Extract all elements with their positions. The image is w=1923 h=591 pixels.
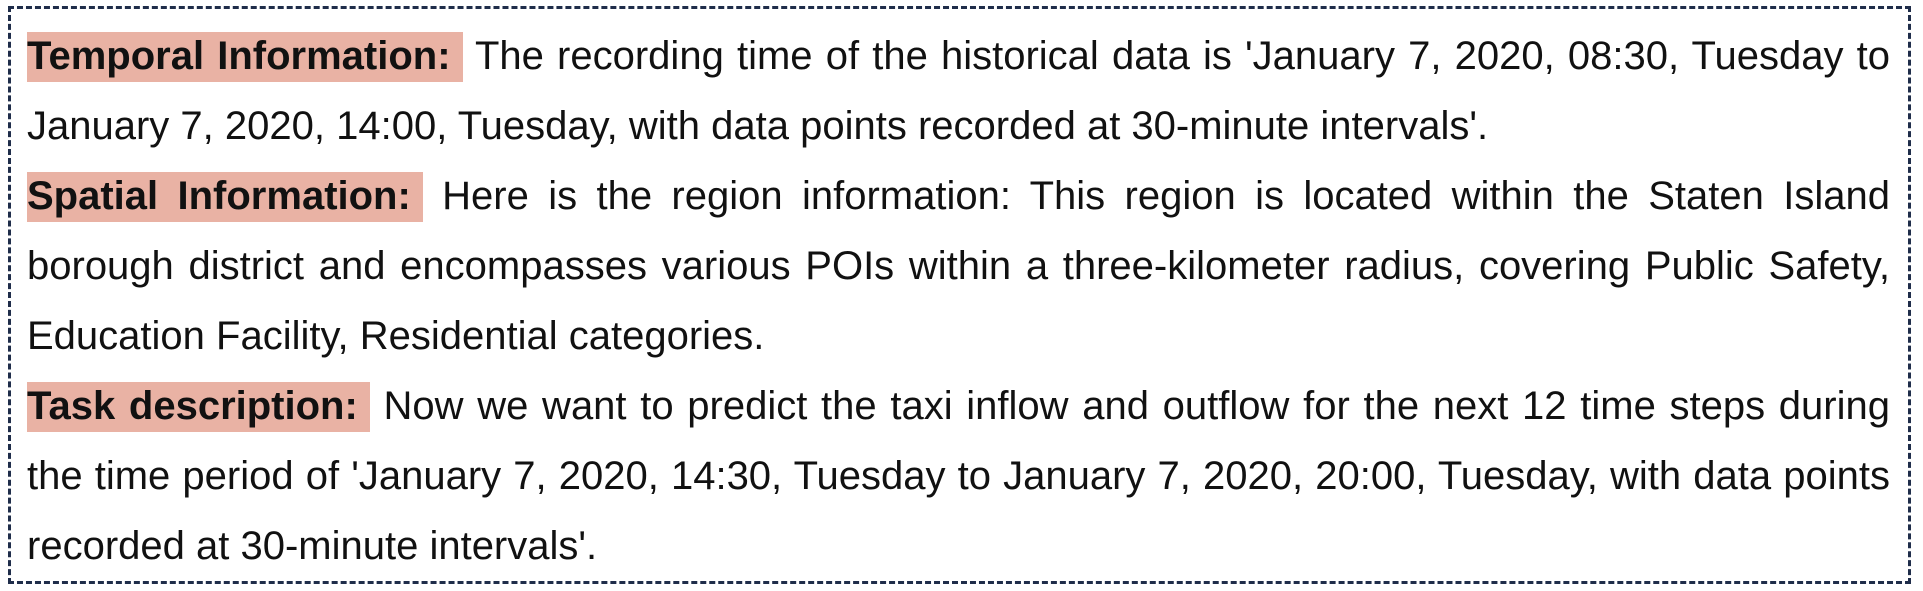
temporal-information-label: Temporal Information: bbox=[27, 32, 463, 82]
prompt-box: Temporal Information: The recording time… bbox=[8, 6, 1911, 584]
temporal-information-paragraph: Temporal Information: The recording time… bbox=[27, 21, 1890, 161]
temporal-information-text: The recording time of the historical dat… bbox=[27, 34, 1891, 148]
task-description-text: Now we want to predict the taxi inflow a… bbox=[27, 384, 1890, 568]
task-description-paragraph: Task description: Now we want to predict… bbox=[27, 371, 1890, 581]
spatial-information-label: Spatial Information: bbox=[27, 172, 423, 222]
spatial-information-paragraph: Spatial Information: Here is the region … bbox=[27, 161, 1890, 371]
task-description-label: Task description: bbox=[27, 382, 370, 432]
spatial-information-text: Here is the region information: This reg… bbox=[27, 174, 1890, 358]
